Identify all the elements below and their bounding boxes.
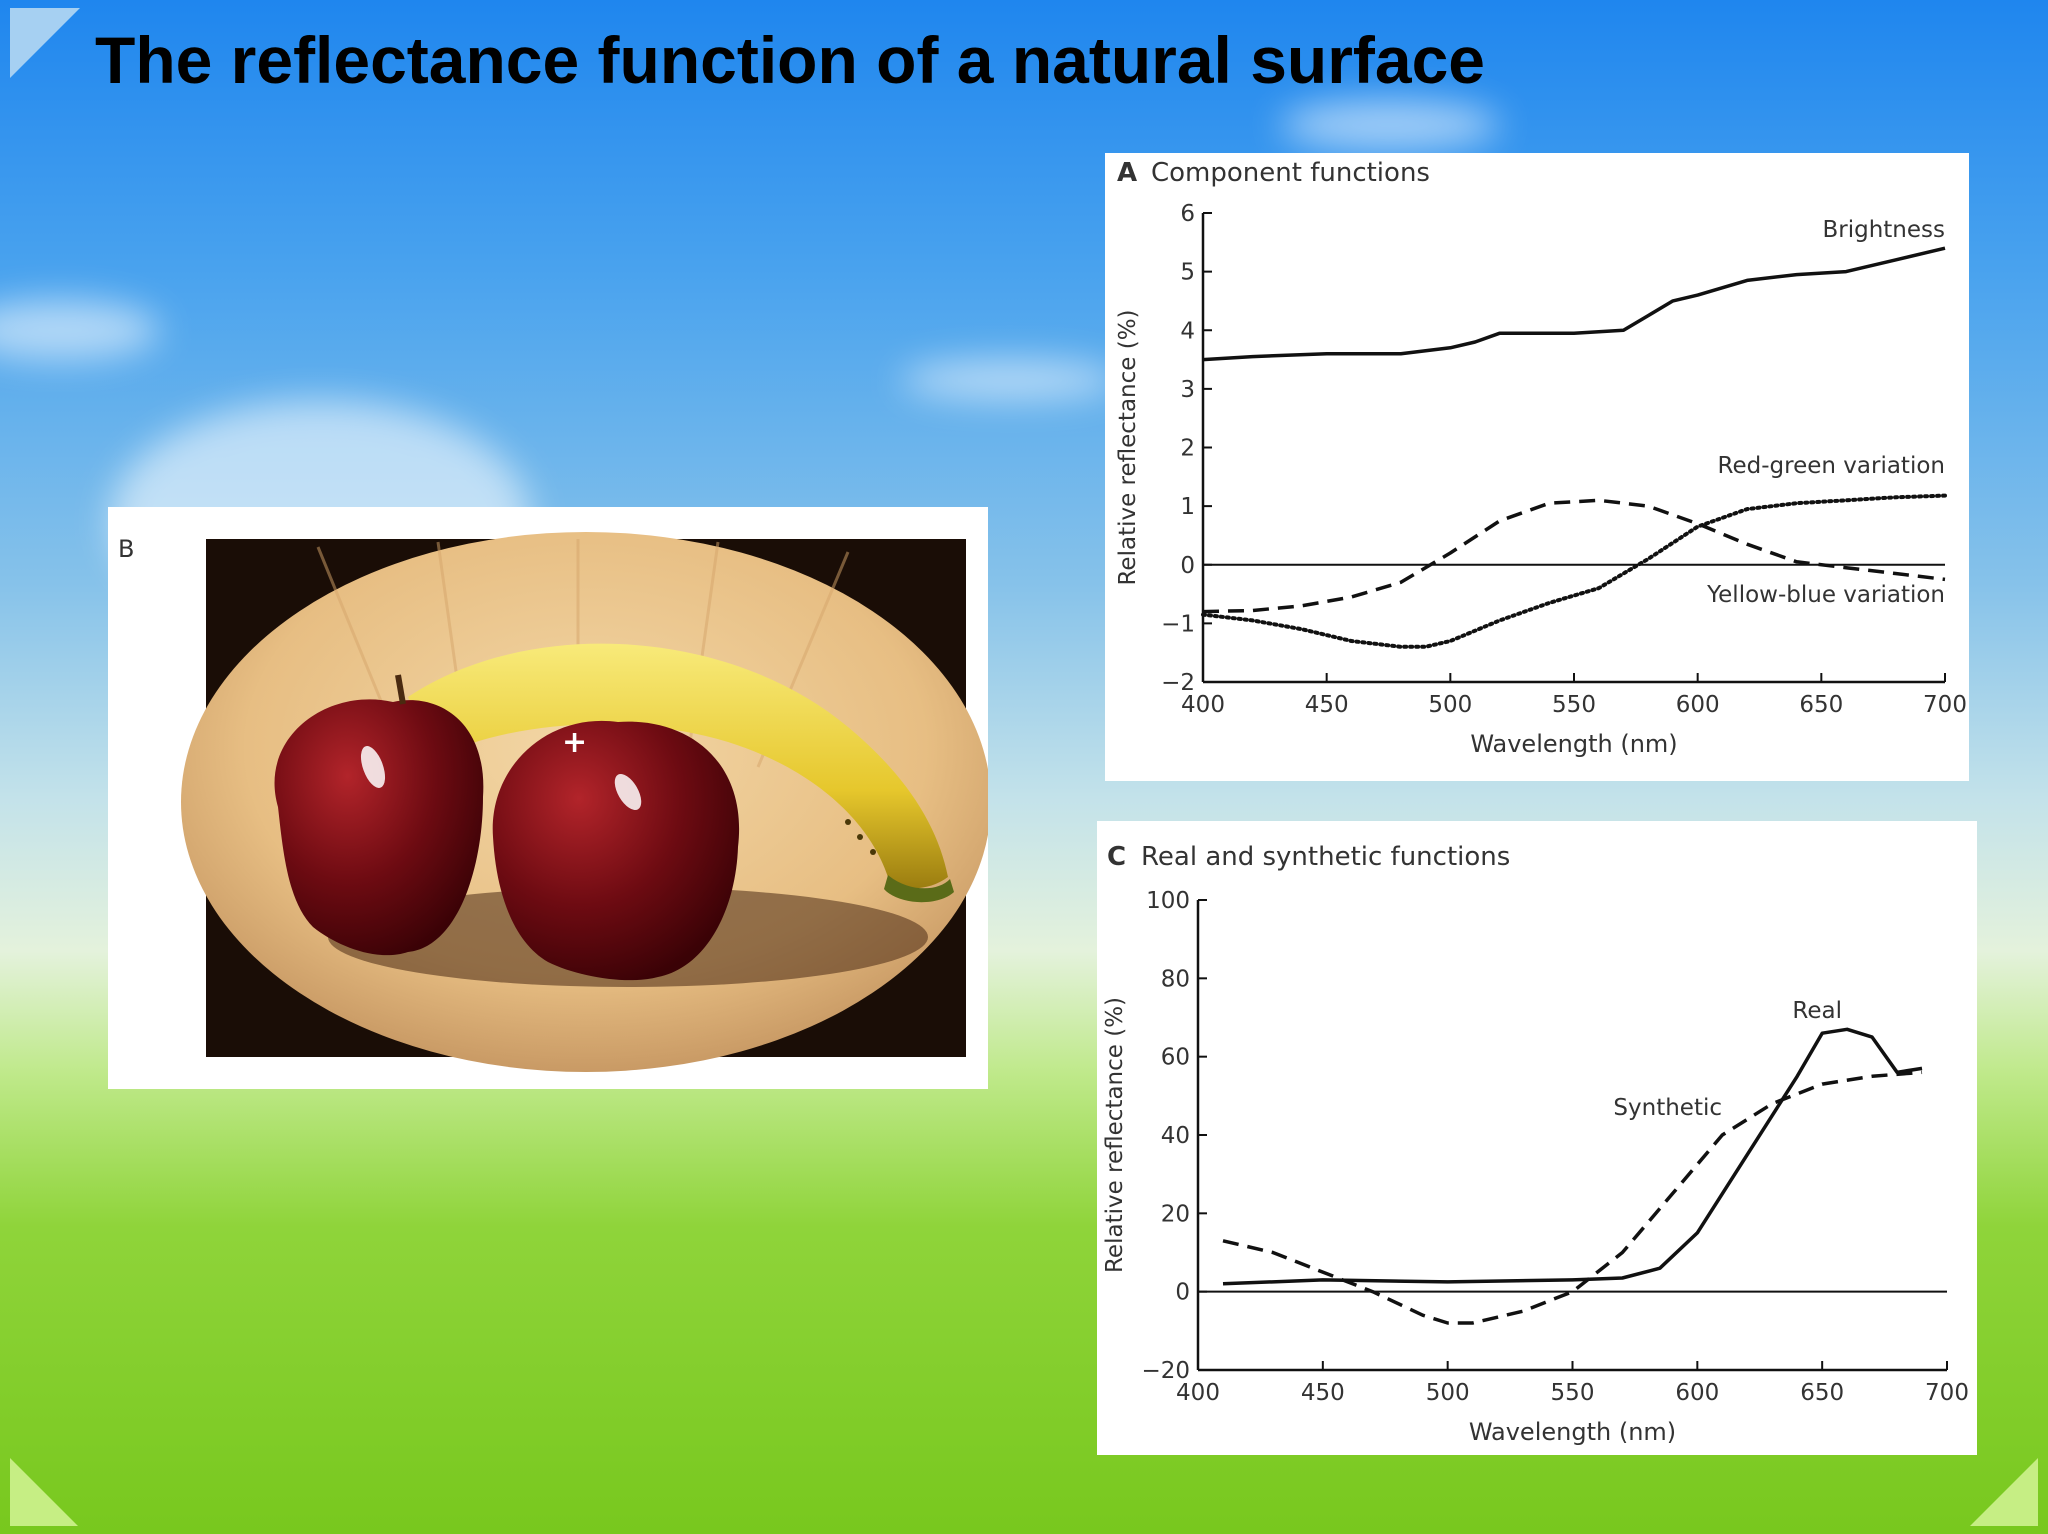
x-tick-label: 650 [1800, 1380, 1844, 1406]
panel-letter: C [1107, 842, 1126, 872]
fruit-bowl-photo: + [181, 532, 988, 1072]
y-tick-label: 5 [1180, 260, 1195, 286]
y-tick-label: −2 [1161, 670, 1195, 696]
cloud-decoration [1280, 100, 1500, 150]
x-tick-label: 400 [1181, 692, 1225, 718]
y-tick-label: 60 [1161, 1045, 1190, 1071]
chart-title: Real and synthetic functions [1141, 842, 1510, 872]
y-tick-label: 100 [1146, 888, 1190, 914]
apple-right [492, 720, 740, 981]
chart-title: Component functions [1151, 158, 1430, 188]
banana [408, 643, 948, 889]
x-tick-label: 600 [1676, 692, 1720, 718]
series-line-synthetic [1222, 1070, 1923, 1325]
cloud-decoration [0, 300, 160, 360]
photo-marker: + [562, 725, 587, 760]
y-tick-label: 3 [1180, 377, 1195, 403]
x-tick-label: 400 [1176, 1380, 1220, 1406]
panel-letter: A [1117, 158, 1137, 188]
series-label: Red-green variation [1718, 453, 1945, 479]
x-tick-label: 550 [1551, 1380, 1595, 1406]
chart-panel-a: A Component functions 400 450 500 550 600 650 70… [1105, 153, 1969, 781]
series-label: Real [1792, 998, 1842, 1024]
photo-panel: B [108, 507, 988, 1089]
y-tick-label: −1 [1161, 611, 1195, 637]
series-line-real [1222, 1027, 1923, 1286]
y-tick-label: 2 [1180, 436, 1195, 462]
x-tick-label: 600 [1675, 1380, 1719, 1406]
y-tick-label: 4 [1180, 318, 1195, 344]
y-tick-label: 40 [1161, 1123, 1190, 1149]
x-tick-label: 650 [1799, 692, 1843, 718]
x-tick-label: 700 [1925, 1380, 1969, 1406]
cloud-decoration [900, 360, 1120, 400]
x-tick-label: 450 [1301, 1380, 1345, 1406]
y-tick-label: 1 [1180, 494, 1195, 520]
chart-panel-c: C Real and synthetic functions 400 450 500 55… [1097, 821, 1977, 1455]
corner-triangle-top-left [10, 8, 80, 78]
apple-left [274, 699, 484, 956]
series-line-red-green-variation [1202, 498, 1946, 614]
y-tick-label: 0 [1180, 553, 1195, 579]
y-tick-label: 0 [1175, 1280, 1190, 1306]
y-axis-label: Relative reflectance (%) [1102, 997, 1128, 1273]
x-tick-label: 550 [1552, 692, 1596, 718]
y-tick-label: 6 [1180, 201, 1195, 227]
x-axis-label: Wavelength (nm) [1470, 730, 1677, 758]
series-label: Brightness [1822, 217, 1945, 243]
slide-title: The reflectance function of a natural su… [95, 23, 1485, 97]
y-tick-label: 20 [1161, 1201, 1190, 1227]
x-tick-label: 500 [1426, 1380, 1470, 1406]
corner-triangle-bottom-left [10, 1458, 78, 1526]
x-axis-label: Wavelength (nm) [1469, 1418, 1676, 1446]
series-line-yellow-blue-variation [1201, 493, 1947, 649]
x-tick-label: 450 [1305, 692, 1349, 718]
panel-label-b: B [118, 535, 135, 563]
series-line-brightness [1202, 246, 1946, 362]
y-tick-label: −20 [1141, 1358, 1190, 1384]
x-tick-label: 700 [1923, 692, 1967, 718]
corner-triangle-bottom-right [1970, 1458, 2038, 1526]
x-tick-label: 500 [1428, 692, 1472, 718]
series-label: Synthetic [1613, 1095, 1722, 1121]
y-axis-label: Relative reflectance (%) [1115, 309, 1141, 585]
series-label: Yellow-blue variation [1706, 582, 1945, 608]
y-tick-label: 80 [1161, 966, 1190, 992]
